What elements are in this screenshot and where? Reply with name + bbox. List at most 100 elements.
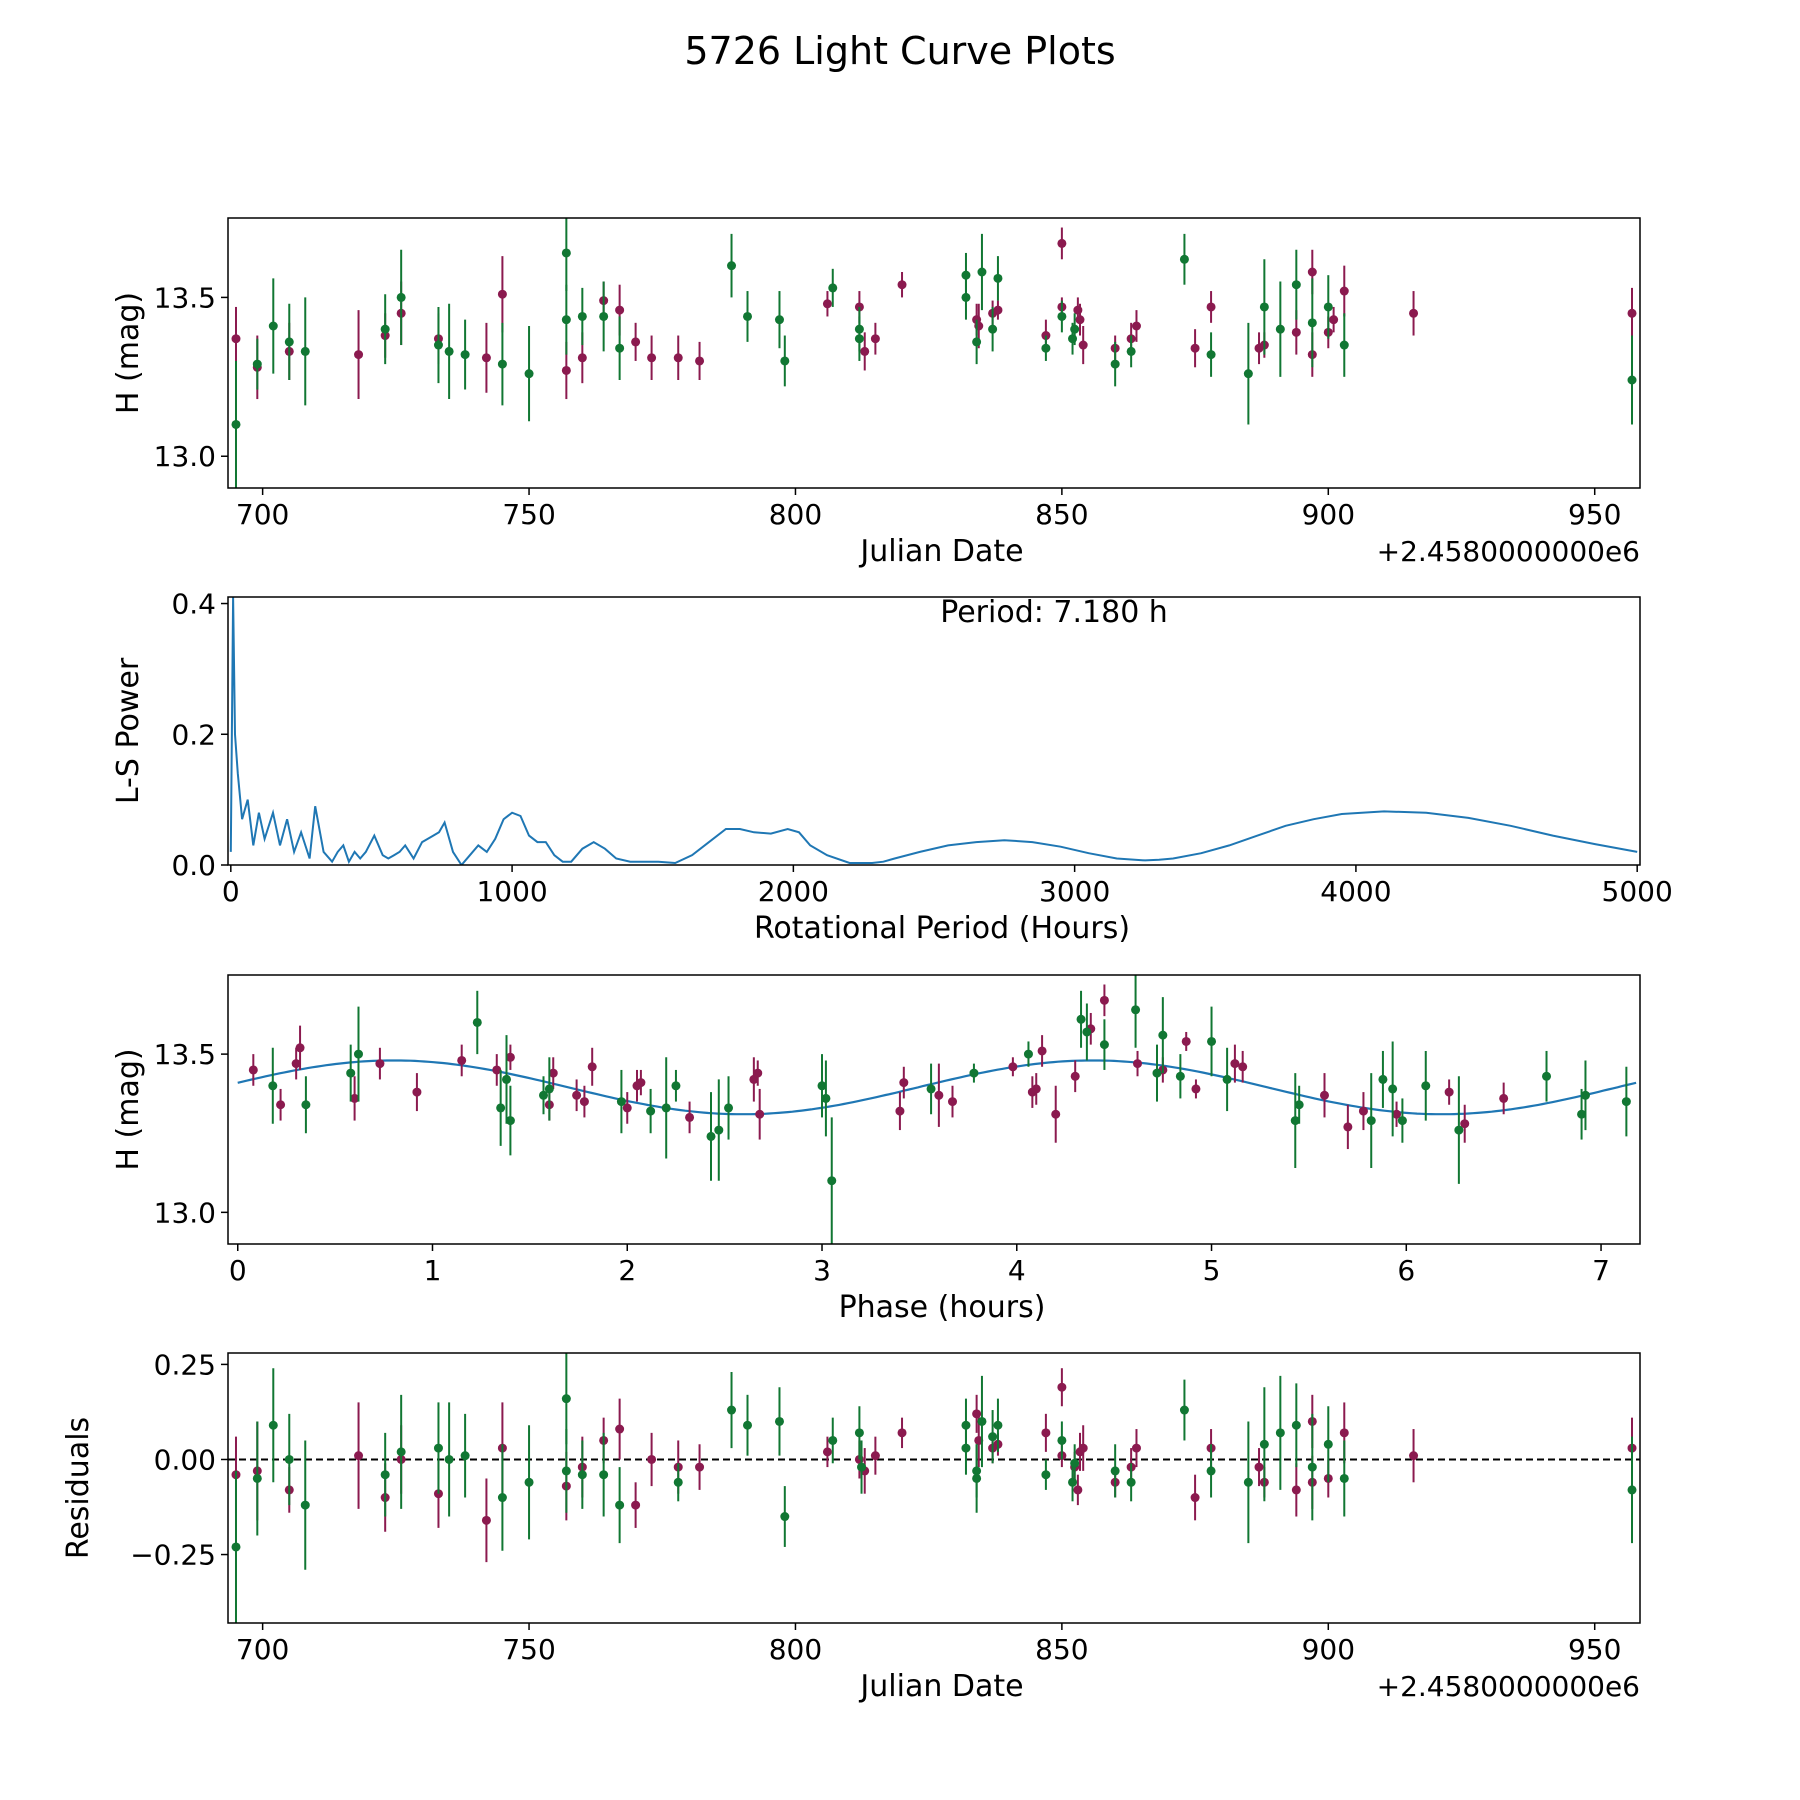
x-tick-label: 1	[424, 1254, 442, 1287]
period-annotation: Period: 7.180 h	[940, 595, 1168, 630]
data-point	[821, 1093, 831, 1103]
x-tick-label: 850	[1035, 498, 1088, 531]
data-point	[1307, 318, 1317, 328]
data-point	[300, 346, 310, 356]
data-point	[1366, 1116, 1376, 1126]
axes-frame	[227, 596, 1641, 866]
data-point	[1110, 1466, 1120, 1476]
data-point	[1222, 1074, 1232, 1084]
data-point	[636, 1078, 646, 1088]
data-point	[1073, 1485, 1083, 1495]
data-point	[1275, 1428, 1285, 1438]
x-tick-label: 0	[229, 1254, 247, 1287]
axes-frame	[227, 974, 1641, 1245]
y-axis-label: L-S Power	[111, 657, 146, 804]
data-point	[505, 1116, 515, 1126]
data-point	[1082, 1027, 1092, 1037]
data-point	[727, 261, 737, 271]
data-point	[396, 1447, 406, 1457]
data-point	[1542, 1071, 1552, 1081]
data-point	[1068, 1477, 1078, 1487]
data-point	[268, 1081, 278, 1091]
data-point	[899, 1078, 909, 1088]
data-point	[577, 1470, 587, 1480]
data-point	[380, 1470, 390, 1480]
x-axis-label: Julian Date	[858, 534, 1023, 569]
figure-title: 5726 Light Curve Plots	[684, 29, 1115, 73]
data-point	[380, 324, 390, 334]
x-tick-label: 5000	[1602, 875, 1673, 908]
data-point	[481, 1515, 491, 1525]
data-point	[544, 1084, 554, 1094]
data-point	[502, 1074, 512, 1084]
data-point	[572, 1090, 582, 1100]
data-point	[1392, 1109, 1402, 1119]
data-point	[599, 311, 609, 321]
data-point	[1378, 1074, 1388, 1084]
data-point	[1126, 1477, 1136, 1487]
x-tick-label: 700	[236, 498, 289, 531]
x-tick-label: 1000	[476, 875, 547, 908]
data-point	[673, 1477, 683, 1487]
data-point	[1073, 305, 1083, 315]
data-point	[1339, 1428, 1349, 1438]
data-point	[1621, 1097, 1631, 1107]
data-point	[695, 356, 705, 366]
data-point	[1358, 1106, 1368, 1116]
data-point	[505, 1052, 515, 1062]
data-point	[291, 1059, 301, 1069]
data-point	[1259, 1439, 1269, 1449]
data-point	[1627, 1485, 1637, 1495]
data-point	[673, 353, 683, 363]
data-point	[961, 1443, 971, 1453]
data-point	[647, 1454, 657, 1464]
data-point	[497, 289, 507, 299]
x-axis-label: Phase (hours)	[839, 1290, 1046, 1325]
data-point	[1206, 350, 1216, 360]
data-point	[577, 353, 587, 363]
data-point	[1243, 369, 1253, 379]
data-point	[993, 1420, 1003, 1430]
data-point	[1179, 1405, 1189, 1415]
data-point	[1409, 1451, 1419, 1461]
data-point	[350, 1093, 360, 1103]
data-point	[1230, 1059, 1240, 1069]
data-point	[1041, 1428, 1051, 1438]
x-tick-label: 900	[1302, 1633, 1355, 1666]
data-point	[252, 359, 262, 369]
x-tick-label: 750	[502, 1633, 555, 1666]
data-point	[1460, 1119, 1470, 1129]
data-point	[1191, 1084, 1201, 1094]
data-point	[1070, 1458, 1080, 1468]
data-point	[1627, 308, 1637, 318]
data-point	[616, 1097, 626, 1107]
data-point	[231, 1542, 241, 1552]
data-point	[579, 1097, 589, 1107]
data-point	[948, 1097, 958, 1107]
x-tick-label: 0	[222, 875, 240, 908]
data-point	[1454, 1125, 1464, 1135]
y-tick-label: 13.0	[154, 1196, 216, 1229]
data-point	[1397, 1116, 1407, 1126]
data-point	[1290, 1116, 1300, 1126]
data-point	[1291, 1485, 1301, 1495]
data-point	[284, 1454, 294, 1464]
data-point	[268, 321, 278, 331]
data-point	[969, 1068, 979, 1078]
data-point	[1126, 346, 1136, 356]
data-point	[828, 283, 838, 293]
data-point	[457, 1055, 467, 1065]
plot-area	[229, 597, 1638, 865]
data-point	[1057, 238, 1067, 248]
series-series-a	[231, 227, 1637, 400]
chart-residuals: 700 750 800 850 900 950 −0.25 0.00 0.25 Julian Da…	[61, 1348, 1641, 1704]
y-tick-label: 0.25	[154, 1348, 216, 1381]
data-point	[727, 1405, 737, 1415]
data-point	[1190, 1493, 1200, 1503]
data-point	[615, 1500, 625, 1510]
data-point	[1444, 1087, 1454, 1097]
data-point	[1057, 1382, 1067, 1392]
data-point	[268, 1420, 278, 1430]
